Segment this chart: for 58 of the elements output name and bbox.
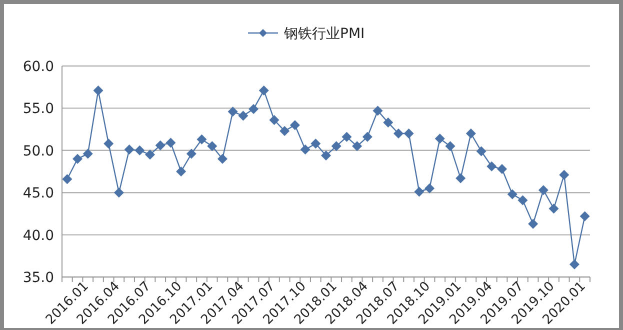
point: [62, 174, 72, 184]
point: [290, 120, 300, 130]
point: [310, 138, 321, 149]
point: [414, 186, 424, 197]
point: [372, 106, 383, 116]
point: [362, 132, 372, 142]
point: [124, 144, 134, 155]
point: [300, 144, 310, 155]
y-tick-label: 55.0: [22, 101, 54, 118]
point: [321, 150, 331, 160]
legend-label: 钢铁行业PMI: [283, 26, 365, 42]
point: [176, 166, 186, 176]
point: [507, 189, 518, 200]
point: [331, 141, 342, 152]
point: [207, 141, 218, 152]
point: [569, 259, 580, 270]
point: [258, 85, 269, 96]
point: [445, 141, 456, 152]
point: [134, 145, 145, 156]
point: [186, 148, 196, 159]
point: [476, 146, 486, 156]
point: [393, 128, 404, 139]
y-tick-label: 40.0: [22, 228, 54, 244]
point: [238, 110, 248, 121]
point: [404, 128, 414, 139]
point: [114, 188, 124, 198]
point: [518, 195, 528, 206]
y-tick-label: 50.0: [22, 143, 54, 160]
point: [342, 132, 352, 142]
point: [528, 218, 538, 229]
y-tick-label: 35.0: [22, 270, 54, 286]
point: [466, 128, 476, 139]
point: [497, 164, 507, 174]
point: [383, 118, 394, 128]
point: [248, 104, 259, 114]
point: [228, 106, 238, 117]
point: [424, 183, 435, 194]
point: [538, 185, 548, 196]
point: [155, 140, 166, 150]
point: [82, 148, 93, 159]
point: [269, 115, 280, 126]
point: [72, 154, 83, 164]
point: [434, 134, 445, 144]
point: [104, 138, 114, 149]
y-tick-label: 45.0: [22, 186, 54, 202]
point: [196, 134, 207, 144]
point: [145, 150, 155, 160]
point: [456, 173, 466, 184]
y-tick-label: 60.0: [22, 59, 54, 75]
point: [217, 154, 228, 164]
point: [580, 211, 590, 222]
point: [548, 204, 559, 214]
point: [486, 161, 497, 172]
point: [280, 126, 290, 136]
point: [559, 170, 570, 180]
point: [93, 85, 104, 96]
point: [352, 141, 362, 152]
point: [166, 138, 176, 148]
